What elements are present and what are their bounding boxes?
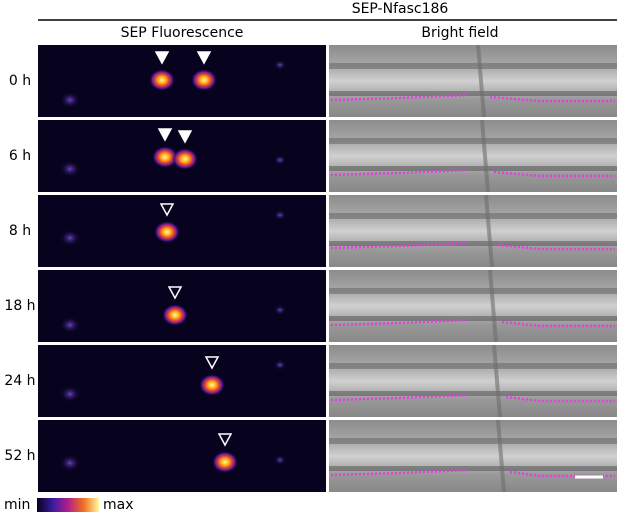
myelin-outline — [330, 168, 469, 177]
axon-shadow — [329, 391, 617, 396]
signal-blob — [191, 69, 217, 91]
axon-shadow — [329, 466, 617, 471]
row-gap — [38, 192, 617, 195]
faint-signal — [274, 210, 286, 220]
panels: 0 h 6 h 8 h 18 h 24 h 52 h — [4, 44, 617, 493]
colorbar — [37, 498, 99, 512]
node-gap — [480, 119, 490, 193]
axon-shadow — [329, 63, 617, 69]
axon-shadow — [329, 138, 617, 144]
row-label: 24 h — [4, 373, 35, 389]
column-header: Bright field — [421, 25, 498, 41]
myelin-outline — [330, 93, 469, 102]
arrowhead — [154, 51, 170, 65]
arrowhead — [204, 356, 220, 370]
arrowhead — [217, 433, 233, 447]
row-label: 0 h — [9, 73, 31, 89]
row-label: 52 h — [4, 448, 35, 464]
row-label: 8 h — [9, 223, 31, 239]
faint-signal — [60, 317, 80, 333]
myelin-outline — [330, 241, 469, 250]
myelin-outline — [330, 393, 469, 402]
arrowhead — [177, 130, 193, 144]
arrowhead — [159, 203, 175, 217]
myelin-outline — [330, 318, 469, 327]
fluorescence-panel — [38, 45, 326, 117]
colorbar-min: min — [4, 497, 30, 513]
myelin-outline — [497, 243, 615, 251]
row-label: 6 h — [9, 148, 31, 164]
arrowhead — [157, 128, 173, 142]
axon-shadow — [329, 166, 617, 171]
myelin-outline — [501, 320, 615, 328]
axon-shadow — [329, 316, 617, 321]
faint-signal — [274, 305, 286, 315]
signal-blob — [152, 146, 178, 168]
arrowhead — [167, 286, 183, 300]
row-gap — [38, 267, 617, 270]
faint-signal — [60, 455, 80, 471]
arrowhead — [196, 51, 212, 65]
faint-signal — [60, 230, 80, 246]
faint-signal — [274, 60, 286, 70]
axon-shadow — [329, 241, 617, 246]
myelin-outline — [489, 95, 615, 103]
signal-blob — [172, 148, 198, 170]
axon-shadow — [329, 91, 617, 96]
node-gap — [492, 344, 502, 418]
fluorescence-panel — [38, 345, 326, 417]
faint-signal — [274, 360, 286, 370]
fluorescence-panel — [38, 195, 326, 267]
axon-shadow — [329, 288, 617, 294]
faint-signal — [60, 161, 80, 177]
signal-blob — [212, 451, 238, 473]
axon-shadow — [329, 213, 617, 219]
brightfield-panel — [329, 420, 617, 492]
axon-shadow — [329, 363, 617, 369]
colorbar-max: max — [103, 497, 134, 513]
brightfield-panel — [329, 270, 617, 342]
brightfield-panel — [329, 45, 617, 117]
myelin-outline — [505, 395, 615, 403]
node-gap — [476, 44, 486, 118]
myelin-outline — [330, 468, 469, 477]
row-gap — [38, 342, 617, 345]
row-label: 18 h — [4, 298, 35, 314]
faint-signal — [274, 455, 286, 465]
node-gap — [488, 269, 498, 343]
row-gap — [38, 417, 617, 420]
myelin-outline — [493, 170, 615, 178]
row-gap — [38, 117, 617, 120]
signal-blob — [199, 374, 225, 396]
signal-blob — [149, 69, 175, 91]
brightfield-panel — [329, 345, 617, 417]
brightfield-panel — [329, 120, 617, 192]
brightfield-panel — [329, 195, 617, 267]
faint-signal — [60, 386, 80, 402]
node-gap — [496, 419, 506, 493]
figure-title: SEP-Nfasc186 — [352, 1, 449, 17]
axon-shadow — [329, 438, 617, 444]
column-header: SEP Fluorescence — [121, 25, 244, 41]
faint-signal — [274, 155, 286, 165]
signal-blob — [162, 304, 188, 326]
faint-signal — [60, 92, 80, 108]
signal-blob — [154, 221, 180, 243]
node-gap — [484, 194, 494, 268]
